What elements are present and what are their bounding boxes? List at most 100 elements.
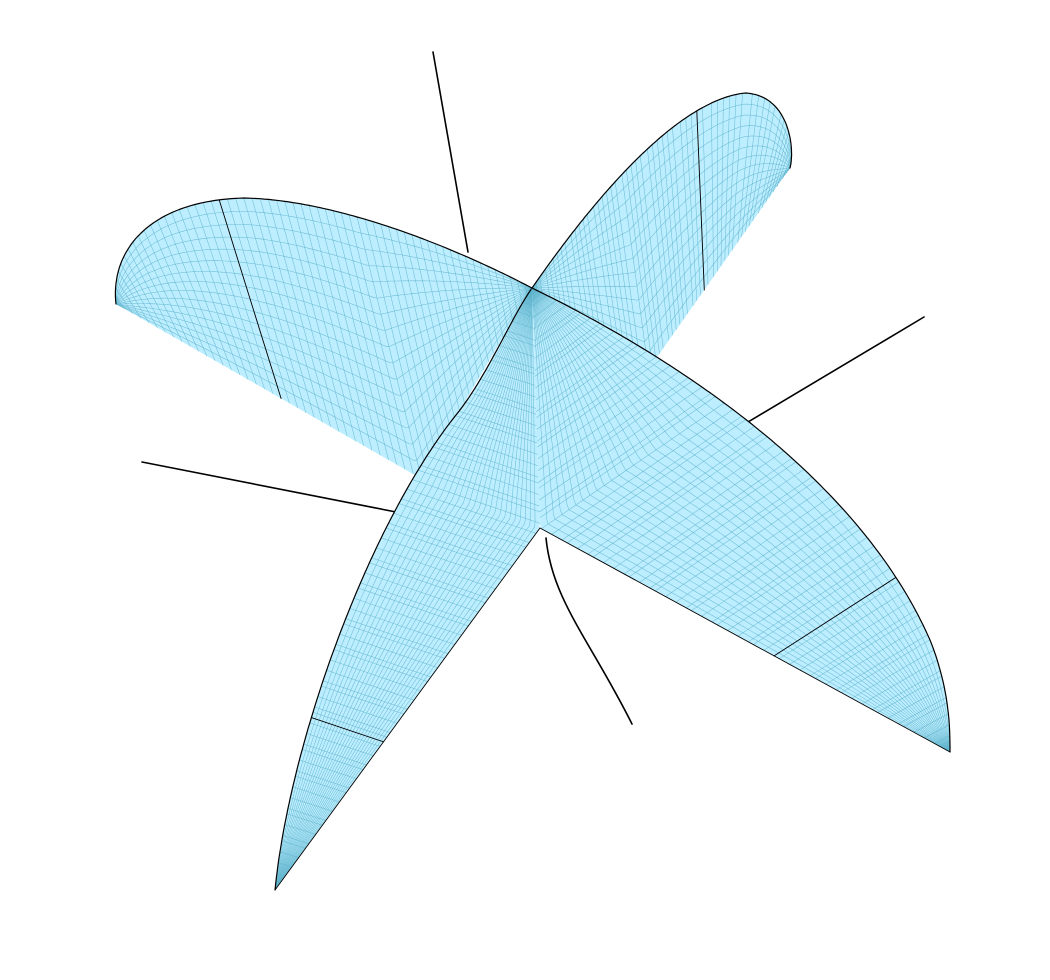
bottom-wing-sheet-ruling bbox=[398, 503, 526, 548]
top-wing-sheet-fill bbox=[532, 93, 792, 370]
right-wing-sheet-ruling bbox=[592, 436, 768, 558]
bottom-wing-sheet-ruling bbox=[418, 469, 540, 512]
bottom-wing-sheet-ring bbox=[274, 287, 533, 891]
left-wing-sheet-ring bbox=[115, 287, 533, 412]
bottom-wing-sheet-ruling bbox=[381, 537, 503, 580]
bottom-wing-inner-edge bbox=[274, 527, 541, 891]
bottom-wing-sheet-ruling bbox=[335, 644, 432, 678]
right-wing-sheet-ruling bbox=[753, 559, 884, 645]
right-wing-sheet-ruling bbox=[810, 610, 916, 676]
top-wing-sheet-rim-edge bbox=[531, 92, 793, 289]
bottom-wing-sheet-ruling bbox=[353, 597, 462, 636]
axis-left bbox=[141, 461, 397, 513]
right-wing-sheet-ruling bbox=[561, 415, 742, 541]
bottom-wing-sheet-section-line bbox=[310, 717, 384, 743]
bottom-wing-sheet-ruling bbox=[339, 633, 438, 668]
bottom-wing-sheet-ruling bbox=[401, 498, 530, 543]
bottom-wing-sheet-ruling bbox=[349, 608, 455, 645]
right-wing-sheet-ruling bbox=[534, 325, 605, 377]
right-wing-sheet-ruling bbox=[551, 409, 734, 535]
bottom-wing-sheet-ring bbox=[274, 287, 533, 891]
bottom-wing-sheet-ruling bbox=[426, 455, 539, 495]
bottom-wing-sheet-ruling bbox=[388, 522, 513, 567]
bottom-wing-sheet-ring bbox=[274, 287, 533, 891]
right-wing-sheet-ruling bbox=[691, 508, 843, 611]
bottom-wing-sheet-ring bbox=[274, 287, 533, 891]
top-wing-sheet-ring bbox=[531, 167, 791, 315]
top-wing-sheet-ring bbox=[531, 167, 791, 301]
bottom-wing-sheet-ruling bbox=[322, 680, 408, 710]
right-wing-sheet-ring bbox=[531, 287, 951, 753]
right-wing-sheet-ring bbox=[531, 287, 951, 753]
right-wing-sheet-ruling bbox=[779, 581, 900, 659]
right-wing-sheet-ruling bbox=[536, 345, 638, 418]
bottom-wing-sheet-ruling bbox=[312, 712, 387, 738]
left-wing-sheet-ring bbox=[115, 211, 533, 305]
bottom-wing-sheet-ring bbox=[274, 287, 533, 891]
left-wing-sheet-ring bbox=[115, 287, 533, 396]
right-wing-sheet-rim-edge bbox=[531, 287, 951, 753]
bottom-wing-sheet-ring bbox=[274, 287, 533, 891]
right-wing-inner-edge bbox=[539, 527, 951, 753]
right-wing-sheet-ring bbox=[531, 287, 951, 753]
right-wing-sheet-ruling bbox=[535, 331, 615, 389]
bottom-wing-sheet-ruling bbox=[343, 623, 445, 659]
bottom-wing-sheet-ring bbox=[274, 287, 533, 891]
right-wing-sheet-ruling bbox=[535, 342, 634, 412]
bottom-wing-sheet-ruling bbox=[371, 557, 489, 599]
left-wing-sheet-ring bbox=[115, 281, 533, 331]
axis-top bbox=[432, 51, 469, 253]
right-wing-sheet-ruling bbox=[534, 317, 591, 359]
left-wing-sheet-section-line bbox=[218, 199, 282, 399]
bottom-wing-sheet-ruling bbox=[420, 465, 540, 507]
bottom-wing-sheet-ruling bbox=[435, 441, 539, 478]
bottom-wing-sheet bbox=[274, 287, 540, 891]
bottom-wing-sheet-ruling bbox=[458, 410, 538, 438]
right-wing-sheet-ring bbox=[531, 287, 951, 753]
bottom-wing-sheet-ring bbox=[274, 287, 533, 891]
right-wing-sheet-ruling bbox=[639, 469, 805, 583]
right-wing-sheet-ruling bbox=[799, 600, 911, 671]
right-wing-sheet-ruling bbox=[538, 386, 703, 501]
right-wing-sheet-ruling bbox=[748, 554, 881, 643]
right-wing-sheet-ring bbox=[531, 287, 951, 753]
left-wing-sheet-ring bbox=[115, 287, 533, 380]
right-wing-sheet-ruling bbox=[567, 419, 747, 544]
right-wing-sheet-ruling bbox=[727, 537, 868, 631]
left-wing-sheet-ring bbox=[115, 236, 533, 305]
bottom-wing-sheet-ruling bbox=[442, 432, 538, 467]
bottom-wing-sheet-ruling bbox=[330, 659, 421, 692]
top-wing-sheet-ring bbox=[531, 125, 791, 289]
right-wing-sheet-ruling bbox=[789, 591, 905, 665]
bottom-wing-sheet-ruling bbox=[465, 402, 537, 426]
right-wing-sheet-ruling bbox=[536, 350, 648, 430]
right-wing-sheet-ruling bbox=[655, 480, 816, 592]
bottom-wing-sheet-ruling bbox=[326, 670, 415, 701]
right-wing-sheet-ruling bbox=[887, 686, 945, 719]
top-wing-sheet-ring bbox=[531, 154, 791, 289]
bottom-wing-sheet-ruling bbox=[333, 649, 428, 682]
right-wing-sheet-ring bbox=[531, 287, 951, 753]
right-wing-sheet-ring bbox=[531, 287, 951, 753]
left-wing-sheet-ring bbox=[115, 260, 532, 305]
right-wing-sheet-ring bbox=[531, 287, 951, 753]
bottom-wing-sheet-ruling bbox=[376, 547, 496, 590]
right-wing-sheet-ring bbox=[531, 287, 951, 753]
bottom-wing-sheet-ruling bbox=[432, 446, 539, 484]
top-wing-sheet-ring bbox=[531, 135, 791, 289]
bottom-wing-sheet-ring bbox=[274, 287, 533, 891]
right-wing-sheet-ruling bbox=[737, 545, 874, 637]
bottom-wing-sheet-ruling bbox=[369, 562, 486, 604]
left-wing-sheet-ring bbox=[115, 224, 533, 305]
bottom-wing-sheet-ruling bbox=[345, 618, 448, 655]
top-wing-sheet bbox=[531, 92, 793, 370]
bottom-wing-sheet-ring bbox=[274, 287, 533, 891]
left-wing-sheet-ring bbox=[115, 287, 533, 461]
right-wing-sheet-ruling bbox=[841, 639, 931, 693]
axis-right bbox=[737, 316, 925, 429]
bottom-wing-sheet-ruling bbox=[393, 513, 520, 557]
right-wing-sheet-ruling bbox=[649, 476, 813, 589]
bottom-wing-sheet-ring bbox=[274, 287, 533, 891]
left-wing-sheet-ring bbox=[115, 287, 533, 445]
